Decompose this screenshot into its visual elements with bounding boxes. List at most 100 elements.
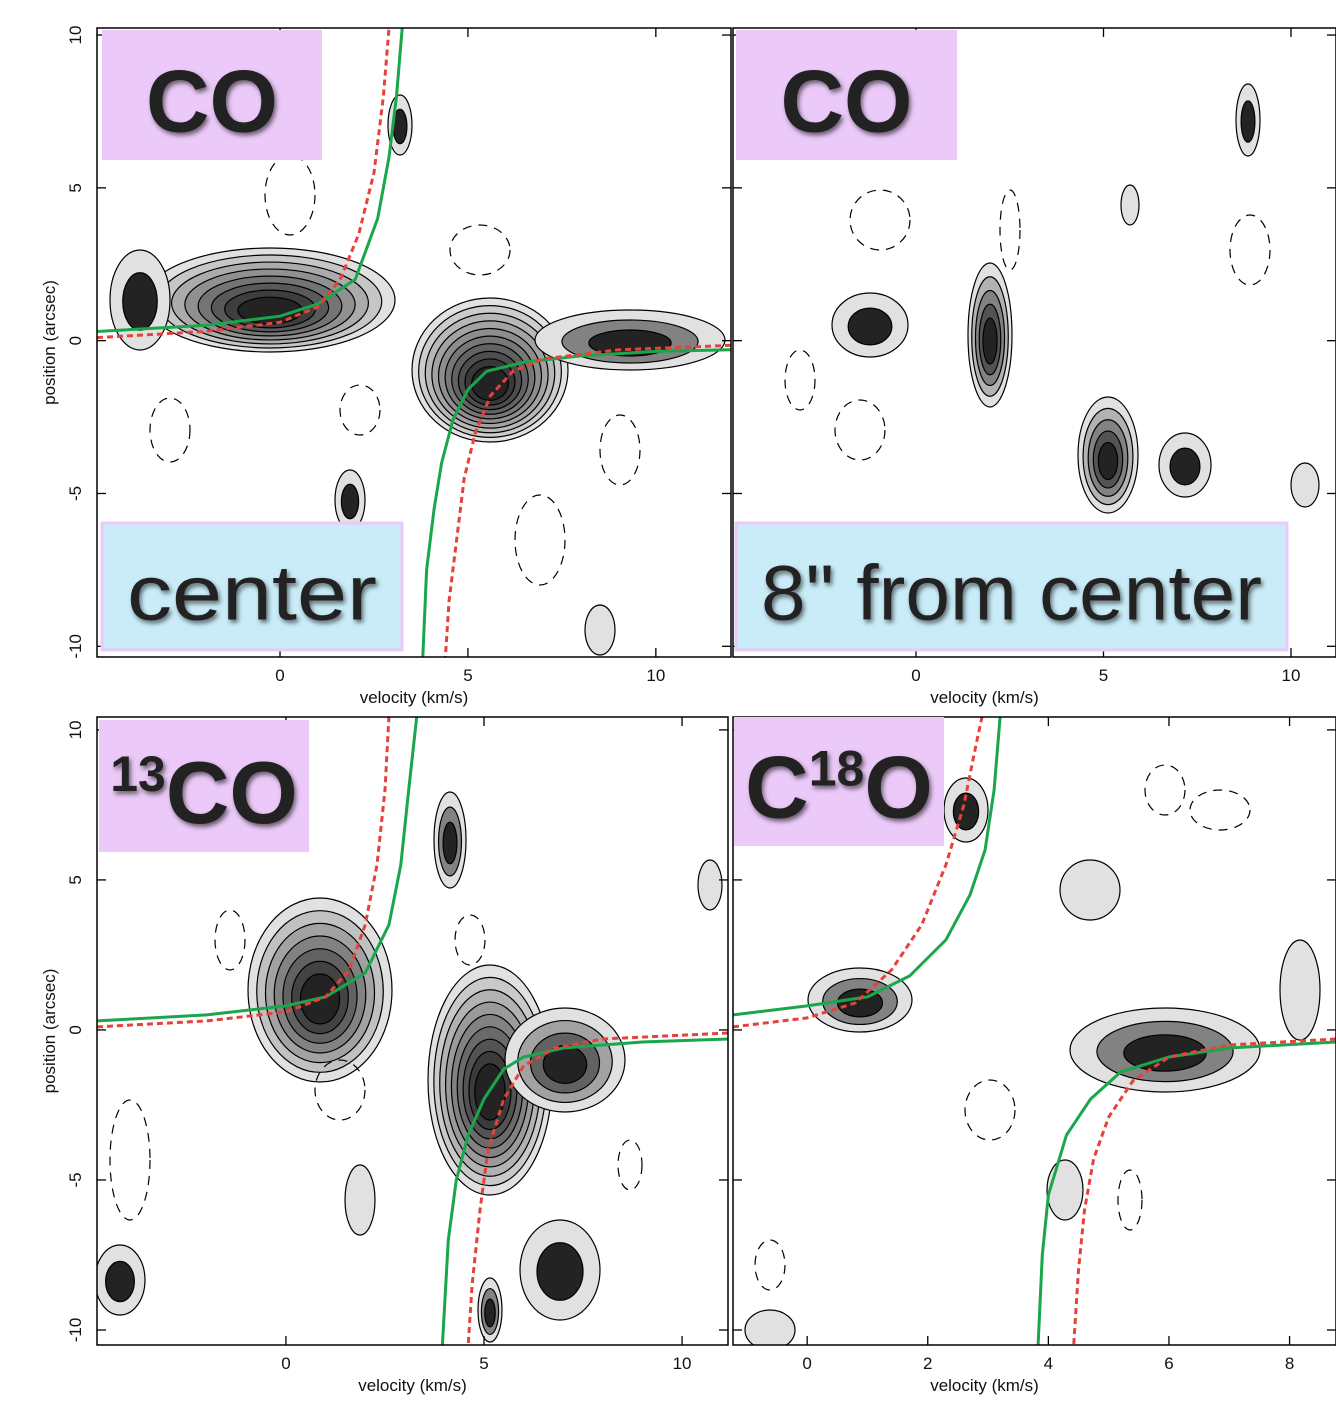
contour <box>515 495 565 585</box>
emission-blob <box>1236 84 1260 156</box>
y-tick-label: 5 <box>66 183 85 192</box>
contour <box>537 1243 583 1301</box>
contour <box>110 1100 150 1220</box>
contour <box>600 415 640 485</box>
x-axis-label: velocity (km/s) <box>358 1376 467 1395</box>
emission-blob <box>95 1245 145 1315</box>
x-tick-label: 4 <box>1044 1354 1053 1373</box>
emission-blob <box>585 605 615 655</box>
emission-blob <box>1291 463 1319 507</box>
contour <box>965 1080 1015 1140</box>
species-part: CO <box>146 51 278 150</box>
y-tick-label: 10 <box>66 26 85 45</box>
negative-contour <box>1118 1170 1142 1230</box>
y-tick-label: -10 <box>66 1318 85 1343</box>
y-tick-label: 0 <box>66 336 85 345</box>
species-part: CO <box>166 743 298 842</box>
contour <box>1241 101 1255 142</box>
y-tick-label: 5 <box>66 875 85 884</box>
negative-contour <box>515 495 565 585</box>
contour <box>1121 185 1139 225</box>
x-tick-label: 8 <box>1285 1354 1294 1373</box>
y-axis-label: position (arcsec) <box>40 280 59 405</box>
contour <box>1060 860 1120 920</box>
negative-contour <box>455 915 485 965</box>
negative-contour <box>1230 215 1270 285</box>
emission-blob <box>145 248 395 352</box>
negative-contour <box>618 1140 642 1190</box>
x-tick-label: 5 <box>463 666 472 685</box>
emission-blob <box>345 1165 375 1235</box>
emission-blob <box>832 293 908 357</box>
contour <box>485 1299 495 1327</box>
emission-blob <box>535 310 725 370</box>
emission-blob <box>434 792 466 888</box>
negative-contour <box>1000 190 1020 270</box>
contour <box>341 484 358 519</box>
contour <box>745 1310 795 1350</box>
emission-blob <box>745 1310 795 1350</box>
x-tick-label: 10 <box>1282 666 1301 685</box>
species-label: CO <box>146 51 278 150</box>
emission-blob <box>1070 1008 1260 1092</box>
species-part: C <box>745 738 809 837</box>
x-tick-label: 5 <box>1099 666 1108 685</box>
x-tick-label: 5 <box>479 1354 488 1373</box>
contour <box>1190 790 1250 830</box>
emission-blob <box>968 263 1012 407</box>
contour <box>150 398 190 462</box>
contour <box>755 1240 785 1290</box>
y-tick-label: -10 <box>66 634 85 659</box>
species-part: 18 <box>809 741 865 797</box>
emission-blob <box>1280 940 1320 1040</box>
contour <box>443 822 457 864</box>
contour <box>1118 1170 1142 1230</box>
negative-contour <box>600 415 640 485</box>
contour <box>450 225 510 275</box>
contour <box>1145 765 1185 815</box>
negative-contour <box>450 225 510 275</box>
contour <box>983 318 997 364</box>
x-axis-label: velocity (km/s) <box>930 1376 1039 1395</box>
x-tick-label: 6 <box>1164 1354 1173 1373</box>
x-tick-label: 10 <box>673 1354 692 1373</box>
x-tick-label: 0 <box>802 1354 811 1373</box>
contour <box>1170 448 1200 485</box>
negative-contour <box>150 398 190 462</box>
contour <box>1280 940 1320 1040</box>
contour <box>215 910 245 970</box>
contour <box>618 1140 642 1190</box>
x-tick-label: 0 <box>281 1354 290 1373</box>
contour <box>585 605 615 655</box>
species-part: O <box>864 738 932 837</box>
contour <box>785 350 815 410</box>
contour <box>1230 215 1270 285</box>
negative-contour <box>835 400 885 460</box>
negative-contour <box>965 1080 1015 1140</box>
y-tick-label: -5 <box>66 1172 85 1187</box>
species-label: CO <box>781 51 913 150</box>
negative-contour <box>110 1100 150 1220</box>
emission-blob <box>1060 860 1120 920</box>
y-axis-label: position (arcsec) <box>40 969 59 1094</box>
contour <box>848 308 892 345</box>
x-tick-label: 0 <box>275 666 284 685</box>
contour <box>835 400 885 460</box>
emission-blob <box>1121 185 1139 225</box>
species-part: 13 <box>110 746 166 802</box>
negative-contour <box>785 350 815 410</box>
negative-contour <box>265 155 315 235</box>
contour <box>1047 1160 1083 1220</box>
negative-contour <box>340 385 380 435</box>
negative-contour <box>1190 790 1250 830</box>
emission-blob <box>478 1278 502 1342</box>
negative-contour <box>755 1240 785 1290</box>
contour <box>455 915 485 965</box>
contour <box>265 155 315 235</box>
negative-contour <box>1145 765 1185 815</box>
x-tick-label: 2 <box>923 1354 932 1373</box>
contour <box>1098 442 1117 479</box>
x-axis-label: velocity (km/s) <box>360 688 469 707</box>
x-tick-label: 0 <box>911 666 920 685</box>
negative-contour <box>850 190 910 250</box>
